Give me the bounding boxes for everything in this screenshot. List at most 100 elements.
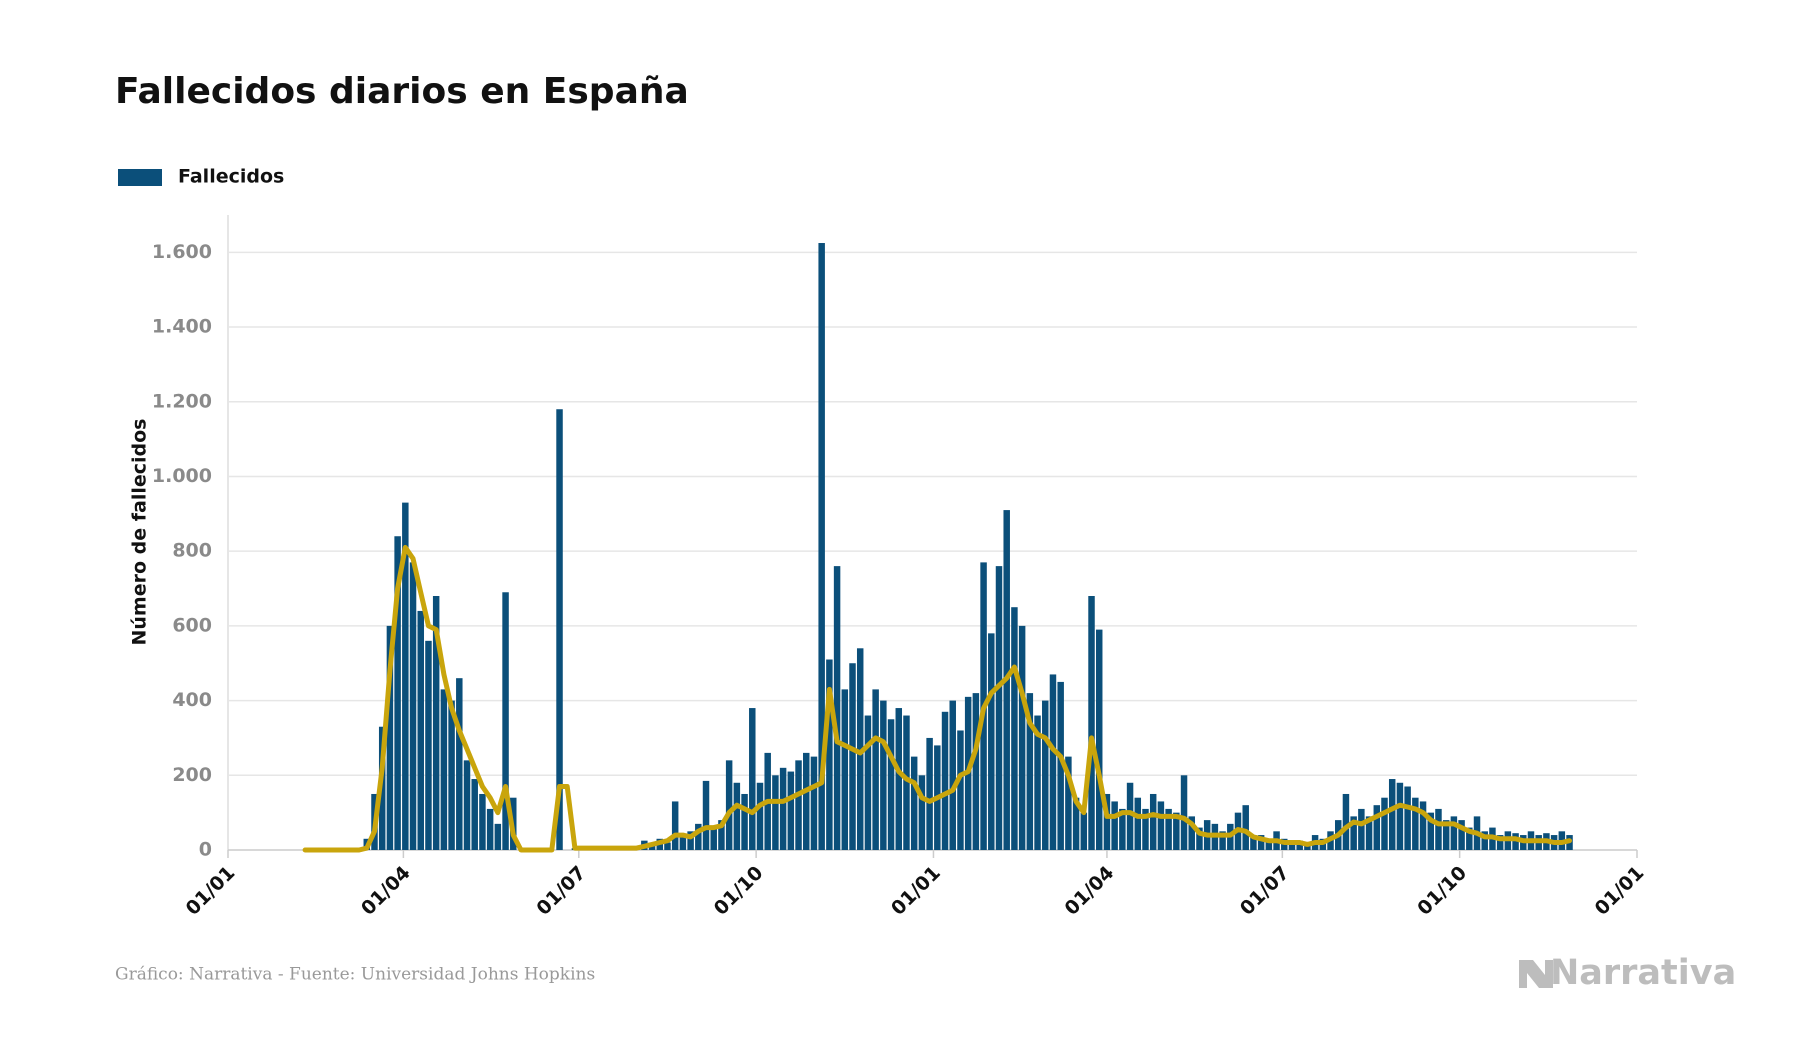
bar: [1057, 681, 1064, 850]
bar: [463, 760, 471, 850]
bar: [679, 835, 687, 850]
source-note: Gráfico: Narrativa - Fuente: Universidad…: [115, 965, 595, 985]
bar: [471, 779, 478, 850]
x-tick-label: 01/01: [1591, 862, 1649, 920]
bar: [733, 782, 741, 850]
bar: [803, 752, 810, 850]
bar: [1126, 782, 1134, 850]
bar: [1257, 835, 1265, 850]
bar: [887, 719, 895, 850]
bar: [787, 771, 795, 850]
y-tick-label: 1.400: [152, 316, 212, 338]
bar: [995, 566, 1003, 850]
bar: [1180, 775, 1188, 850]
bar: [1088, 596, 1095, 850]
bar: [1412, 797, 1419, 850]
bar: [1196, 827, 1203, 850]
bar: [1350, 816, 1357, 850]
bar: [1049, 674, 1057, 850]
brand-name: Narrativa: [1550, 953, 1736, 993]
y-tick-label: 200: [172, 764, 212, 786]
bar: [394, 536, 401, 850]
bar: [1481, 831, 1488, 850]
bar: [1358, 808, 1365, 850]
bar: [918, 775, 926, 850]
legend-swatch: [118, 169, 162, 186]
brand-icon: [1519, 960, 1553, 988]
bar: [409, 562, 417, 850]
bar: [910, 756, 918, 850]
bar: [926, 737, 933, 850]
bar: [710, 827, 717, 850]
bar: [671, 801, 679, 850]
y-tick-label: 1.600: [152, 241, 212, 263]
bar: [833, 566, 841, 850]
bar: [1142, 808, 1149, 850]
brand-logo: Narrativa: [1519, 953, 1736, 993]
bar: [687, 831, 694, 850]
bar: [741, 793, 748, 850]
bar: [1149, 793, 1157, 850]
bar: [772, 775, 779, 850]
bar: [1080, 812, 1088, 850]
bar: [1373, 805, 1381, 850]
bar: [502, 592, 509, 850]
x-tick-label: 01/07: [1236, 862, 1294, 920]
bar: [1512, 833, 1519, 850]
y-tick-label: 0: [199, 839, 212, 861]
bar: [779, 767, 787, 850]
bar: [402, 502, 409, 850]
bar: [1396, 782, 1404, 850]
bar: [941, 711, 949, 850]
bar: [1466, 827, 1473, 850]
bar: [440, 689, 448, 850]
bar: [949, 700, 956, 850]
bar: [795, 760, 802, 850]
bar: [479, 793, 486, 850]
line: [302, 544, 1572, 853]
bar: [1296, 840, 1303, 850]
chart-title: Fallecidos diarios en España: [115, 71, 689, 112]
y-tick-label: 1.200: [152, 390, 212, 412]
bar: [448, 700, 455, 850]
bar: [826, 659, 833, 850]
bar: [1342, 793, 1350, 850]
x-tick-label: 01/04: [1061, 862, 1119, 920]
bar: [718, 820, 725, 850]
x-tick-label: 01/01: [887, 862, 945, 920]
bar: [1157, 801, 1165, 850]
bar: [486, 808, 494, 850]
bar: [425, 640, 432, 850]
y-tick-label: 600: [172, 614, 212, 636]
bar: [702, 780, 710, 850]
bar: [432, 596, 440, 850]
bar: [756, 782, 764, 850]
bar: [957, 730, 964, 850]
bar: [556, 409, 563, 850]
bar: [1219, 831, 1226, 850]
bar: [664, 842, 671, 850]
bar: [1165, 808, 1172, 850]
bar: [895, 708, 903, 850]
bar: [1042, 700, 1049, 850]
bar: [456, 678, 463, 850]
bar: [972, 693, 980, 850]
bar: [725, 760, 733, 850]
bar: [749, 708, 756, 850]
bar: [1242, 805, 1249, 850]
x-tick-label: 01/01: [182, 862, 240, 920]
bar: [1095, 629, 1103, 850]
bar: [810, 756, 818, 850]
bar: [1427, 812, 1434, 850]
bar: [1288, 842, 1296, 850]
x-tick-label: 01/07: [532, 862, 590, 920]
bar: [1065, 756, 1072, 850]
bar: [1442, 820, 1450, 850]
bar: [386, 625, 394, 850]
bar: [1119, 808, 1126, 850]
bar: [841, 689, 849, 850]
bar: [1381, 797, 1388, 850]
bar: [1419, 801, 1427, 850]
bar: [856, 648, 864, 850]
